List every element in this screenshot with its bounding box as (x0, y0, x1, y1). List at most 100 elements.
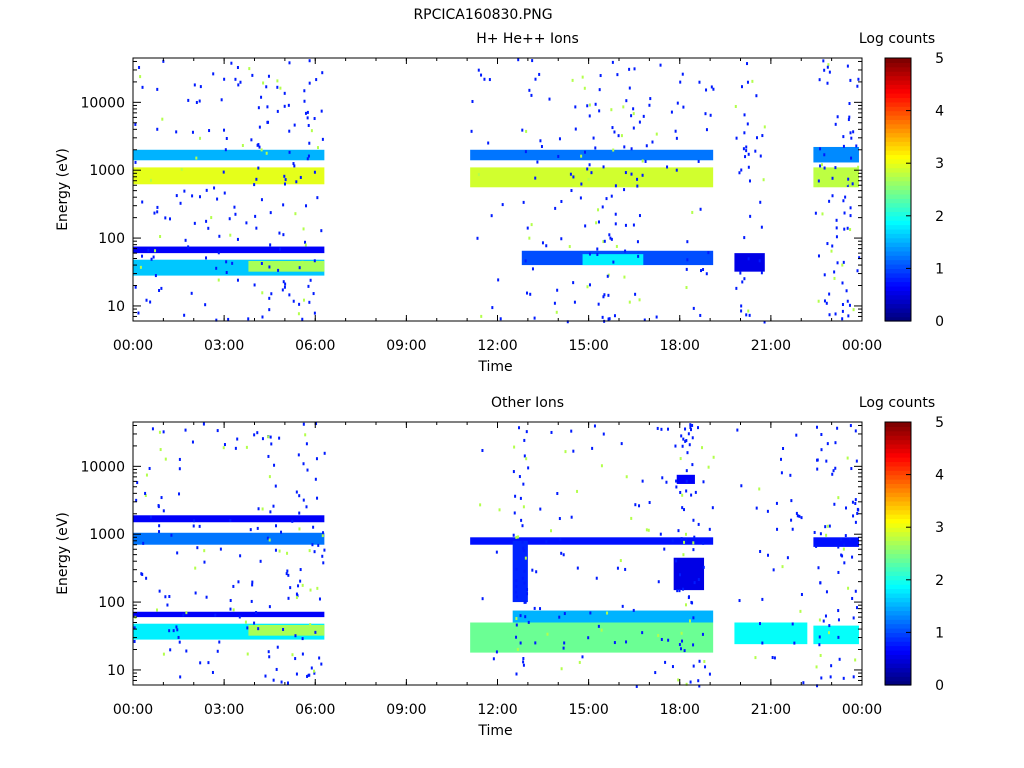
speckle (840, 537, 843, 541)
colorbar-segment (885, 584, 911, 590)
speckle (193, 519, 196, 523)
speckle (295, 592, 298, 596)
speckle (292, 299, 295, 303)
speckle (698, 659, 701, 663)
speckle (149, 178, 152, 182)
speckle (851, 500, 854, 504)
speckle (198, 195, 201, 199)
figure-title: RPCICA160830.PNG (413, 7, 552, 23)
speckle (524, 615, 527, 619)
speckle (628, 300, 631, 304)
speckle (649, 97, 652, 101)
speckle (495, 650, 498, 654)
speckle (550, 430, 553, 434)
speckle (251, 73, 254, 77)
x-tick-label: 00:00 (113, 702, 153, 718)
colorbar-segment (885, 237, 911, 243)
speckle (318, 656, 321, 660)
speckle (548, 97, 551, 101)
speckle (849, 214, 852, 218)
speckle (588, 103, 591, 107)
speckle (760, 225, 763, 229)
spectrogram-data (133, 146, 859, 276)
speckle (835, 226, 838, 230)
speckle (758, 622, 761, 626)
colorbar-segment (885, 185, 911, 191)
speckle (156, 210, 159, 214)
speckle (693, 535, 696, 539)
speckle (534, 176, 537, 180)
speckle (187, 245, 190, 249)
speckle (852, 616, 855, 620)
speckle (322, 561, 325, 565)
speckle (697, 159, 700, 163)
speckle (642, 114, 645, 118)
speckle (218, 640, 221, 644)
speckle (735, 286, 738, 290)
speckle (687, 596, 690, 600)
speckle (286, 681, 289, 685)
speckle (531, 568, 534, 572)
speckle (313, 117, 316, 121)
speckle (318, 597, 321, 601)
speckle (610, 194, 613, 198)
speckle (855, 459, 858, 463)
speckle (593, 424, 596, 428)
speckle (607, 317, 610, 321)
colorbar-segment (885, 658, 911, 664)
speckle (584, 224, 587, 228)
speckle (554, 206, 557, 210)
speckle (574, 105, 577, 109)
speckle (316, 146, 319, 150)
speckle (830, 249, 833, 253)
speckle (828, 292, 831, 296)
speckle (316, 586, 319, 590)
speckle (843, 227, 846, 231)
speckle (763, 320, 766, 324)
speckle (479, 503, 482, 507)
speckle (145, 473, 148, 477)
x-tick-label: 00:00 (113, 338, 153, 354)
colorbar-segment (885, 123, 911, 129)
colorbar-tick-label: 2 (935, 573, 944, 589)
speckle (691, 463, 694, 467)
speckle (304, 240, 307, 244)
speckle (274, 548, 277, 552)
speckle (218, 234, 221, 238)
speckle (234, 77, 237, 81)
speckle (691, 210, 694, 214)
colorbar-segment (885, 680, 911, 686)
speckle (298, 511, 301, 515)
speckle (223, 77, 226, 81)
colorbar-label: Log counts (859, 395, 935, 411)
speckle (817, 299, 820, 303)
colorbar-segment (885, 544, 911, 550)
speckle (613, 130, 616, 134)
speckle (734, 104, 737, 108)
speckle (702, 267, 705, 271)
speckle (857, 165, 860, 169)
speckle (313, 550, 316, 554)
speckle (848, 115, 851, 119)
speckle (234, 212, 237, 216)
speckle (795, 433, 798, 437)
speckle (702, 541, 705, 545)
colorbar-segment (885, 531, 911, 537)
speckle (309, 623, 312, 627)
speckle (265, 151, 268, 155)
speckle (828, 313, 831, 317)
speckle (241, 144, 244, 148)
y-tick-label: 10 (107, 663, 125, 679)
speckle (851, 555, 854, 559)
speckle (556, 288, 559, 292)
speckle (845, 289, 848, 293)
colorbar-segment (885, 176, 911, 182)
speckle (225, 136, 228, 140)
speckle (849, 424, 852, 428)
chart-panel-2: 00:00 03:00 06:00 09:00 12:00 15:00 18:00 21:00… (55, 395, 944, 739)
speckle (683, 649, 686, 653)
speckle (266, 536, 269, 540)
colorbar-segment (885, 641, 911, 647)
speckle (265, 85, 268, 89)
speckle (817, 566, 820, 570)
